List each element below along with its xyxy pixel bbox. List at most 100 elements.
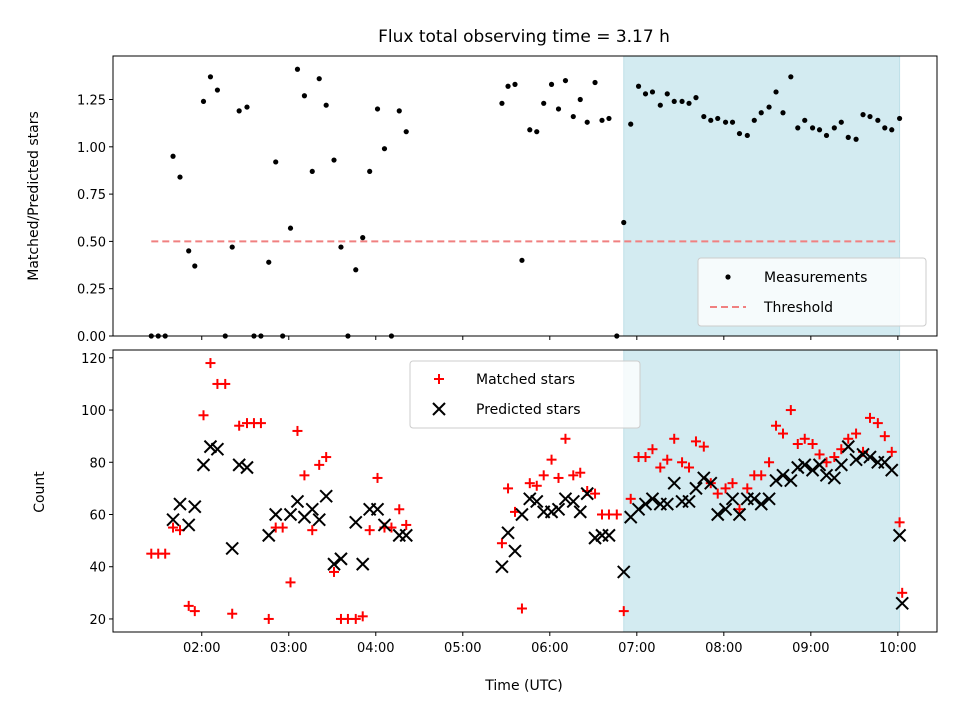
predicted-point-5 bbox=[203, 439, 218, 454]
top-plot-area: 0.00 0.25 0.50 0.75 1.00 1.25 bbox=[77, 55, 938, 345]
predicted-point-17 bbox=[319, 489, 333, 503]
matched-point-58 bbox=[655, 462, 666, 473]
matched-point-70 bbox=[742, 483, 753, 494]
measurement-point-68 bbox=[729, 119, 736, 125]
predicted-point-23 bbox=[370, 502, 385, 516]
measurement-point-29 bbox=[360, 235, 366, 241]
measurement-point-22 bbox=[309, 168, 315, 175]
matched-point-46 bbox=[568, 470, 579, 481]
matched-point-79 bbox=[807, 439, 818, 449]
predicted-point-52 bbox=[682, 494, 696, 509]
predicted-point-46 bbox=[638, 497, 653, 511]
predicted-point-77 bbox=[863, 450, 877, 464]
predicted-point-58 bbox=[725, 492, 740, 506]
measurement-point-30 bbox=[367, 168, 373, 175]
bottom-plot-area: 20 40 60 80 100 120 02:00 03:00 04:00 05:00 06:00 0… bbox=[81, 349, 938, 656]
matched-point-19 bbox=[285, 577, 296, 588]
predicted-point-16 bbox=[312, 513, 326, 527]
x-tick-label-7: 09:00 bbox=[792, 641, 829, 656]
matched-point-7 bbox=[198, 410, 209, 421]
measurement-point-73 bbox=[766, 104, 772, 110]
measurement-point-13 bbox=[244, 104, 250, 110]
bottom-axes-frame bbox=[112, 349, 938, 633]
measurement-point-56 bbox=[642, 91, 649, 97]
bottom-series-0 bbox=[146, 358, 908, 624]
matched-point-85 bbox=[851, 428, 862, 439]
predicted-point-7 bbox=[225, 541, 239, 556]
measurement-point-77 bbox=[795, 125, 801, 131]
top-panel: 0.00 0.25 0.50 0.75 1.00 1.25 Matched/Predict… bbox=[26, 55, 938, 345]
measurement-point-16 bbox=[266, 259, 272, 265]
predicted-point-45 bbox=[631, 502, 646, 516]
measurement-point-24 bbox=[323, 102, 329, 108]
bottom-legend: Matched stars Predicted stars bbox=[409, 360, 641, 429]
predicted-point-39 bbox=[580, 486, 594, 501]
measurement-point-60 bbox=[671, 98, 677, 105]
measurement-point-34 bbox=[396, 108, 402, 114]
measurement-point-50 bbox=[599, 117, 605, 123]
measurement-point-85 bbox=[853, 136, 859, 142]
measurement-point-21 bbox=[301, 93, 308, 99]
matched-point-43 bbox=[546, 454, 557, 465]
x-tick-label-3: 05:00 bbox=[444, 641, 481, 656]
measurement-point-89 bbox=[882, 125, 888, 131]
x-tick-label-4: 06:00 bbox=[531, 641, 568, 656]
measurement-point-80 bbox=[816, 127, 823, 133]
measurement-point-81 bbox=[823, 132, 830, 139]
predicted-point-64 bbox=[769, 473, 783, 488]
measurement-point-88 bbox=[875, 117, 881, 123]
predicted-point-61 bbox=[747, 492, 761, 506]
matched-point-21 bbox=[299, 470, 310, 481]
matched-point-77 bbox=[792, 439, 803, 449]
matched-point-84 bbox=[843, 433, 854, 444]
legend-predicted-label: Predicted stars bbox=[476, 402, 581, 418]
measurement-point-49 bbox=[592, 79, 598, 86]
measurement-point-74 bbox=[773, 89, 779, 95]
predicted-point-35 bbox=[551, 502, 566, 516]
measurement-point-63 bbox=[693, 95, 699, 101]
bottom-y-tick-label-1: 40 bbox=[89, 561, 106, 576]
matched-point-42 bbox=[538, 470, 549, 481]
predicted-point-62 bbox=[754, 497, 768, 511]
measurement-point-42 bbox=[541, 100, 547, 106]
measurement-point-65 bbox=[708, 117, 714, 123]
predicted-point-54 bbox=[697, 471, 711, 485]
measurement-point-4 bbox=[177, 174, 183, 180]
measurement-point-61 bbox=[679, 98, 685, 105]
predicted-point-68 bbox=[798, 458, 812, 472]
measurement-point-69 bbox=[736, 130, 743, 137]
measurement-point-37 bbox=[505, 83, 511, 89]
matched-point-80 bbox=[814, 449, 825, 460]
predicted-point-40 bbox=[588, 531, 602, 545]
top-y-tick-label-1: 0.25 bbox=[77, 283, 106, 298]
bottom-y-tick-label-3: 80 bbox=[89, 456, 106, 471]
matched-point-18 bbox=[277, 522, 288, 533]
predicted-point-50 bbox=[667, 476, 681, 490]
matched-point-37 bbox=[503, 483, 514, 494]
matched-point-53 bbox=[618, 606, 629, 617]
predicted-point-6 bbox=[210, 442, 225, 456]
matched-point-20 bbox=[292, 425, 303, 436]
predicted-point-29 bbox=[508, 544, 522, 558]
legend-measurements-marker bbox=[725, 274, 731, 280]
measurement-point-28 bbox=[353, 267, 359, 273]
measurement-point-35 bbox=[403, 129, 409, 135]
matched-point-3 bbox=[168, 522, 179, 533]
legend-matched-label: Matched stars bbox=[476, 372, 575, 388]
matched-point-92 bbox=[897, 587, 908, 598]
predicted-point-1 bbox=[173, 497, 187, 511]
measurement-point-8 bbox=[207, 74, 214, 80]
bottom-y-tick-label-2: 60 bbox=[89, 509, 106, 524]
predicted-point-67 bbox=[791, 460, 805, 475]
predicted-point-80 bbox=[885, 463, 899, 477]
matched-point-68 bbox=[727, 478, 738, 489]
matched-point-82 bbox=[829, 452, 840, 463]
measurement-point-38 bbox=[512, 81, 518, 87]
predicted-point-15 bbox=[305, 502, 319, 516]
measurement-point-86 bbox=[860, 112, 866, 118]
matched-point-57 bbox=[647, 444, 658, 455]
x-tick-label-0: 02:00 bbox=[183, 641, 220, 656]
predicted-point-65 bbox=[776, 468, 790, 483]
measurement-point-90 bbox=[889, 127, 895, 133]
matched-point-16 bbox=[263, 613, 274, 624]
